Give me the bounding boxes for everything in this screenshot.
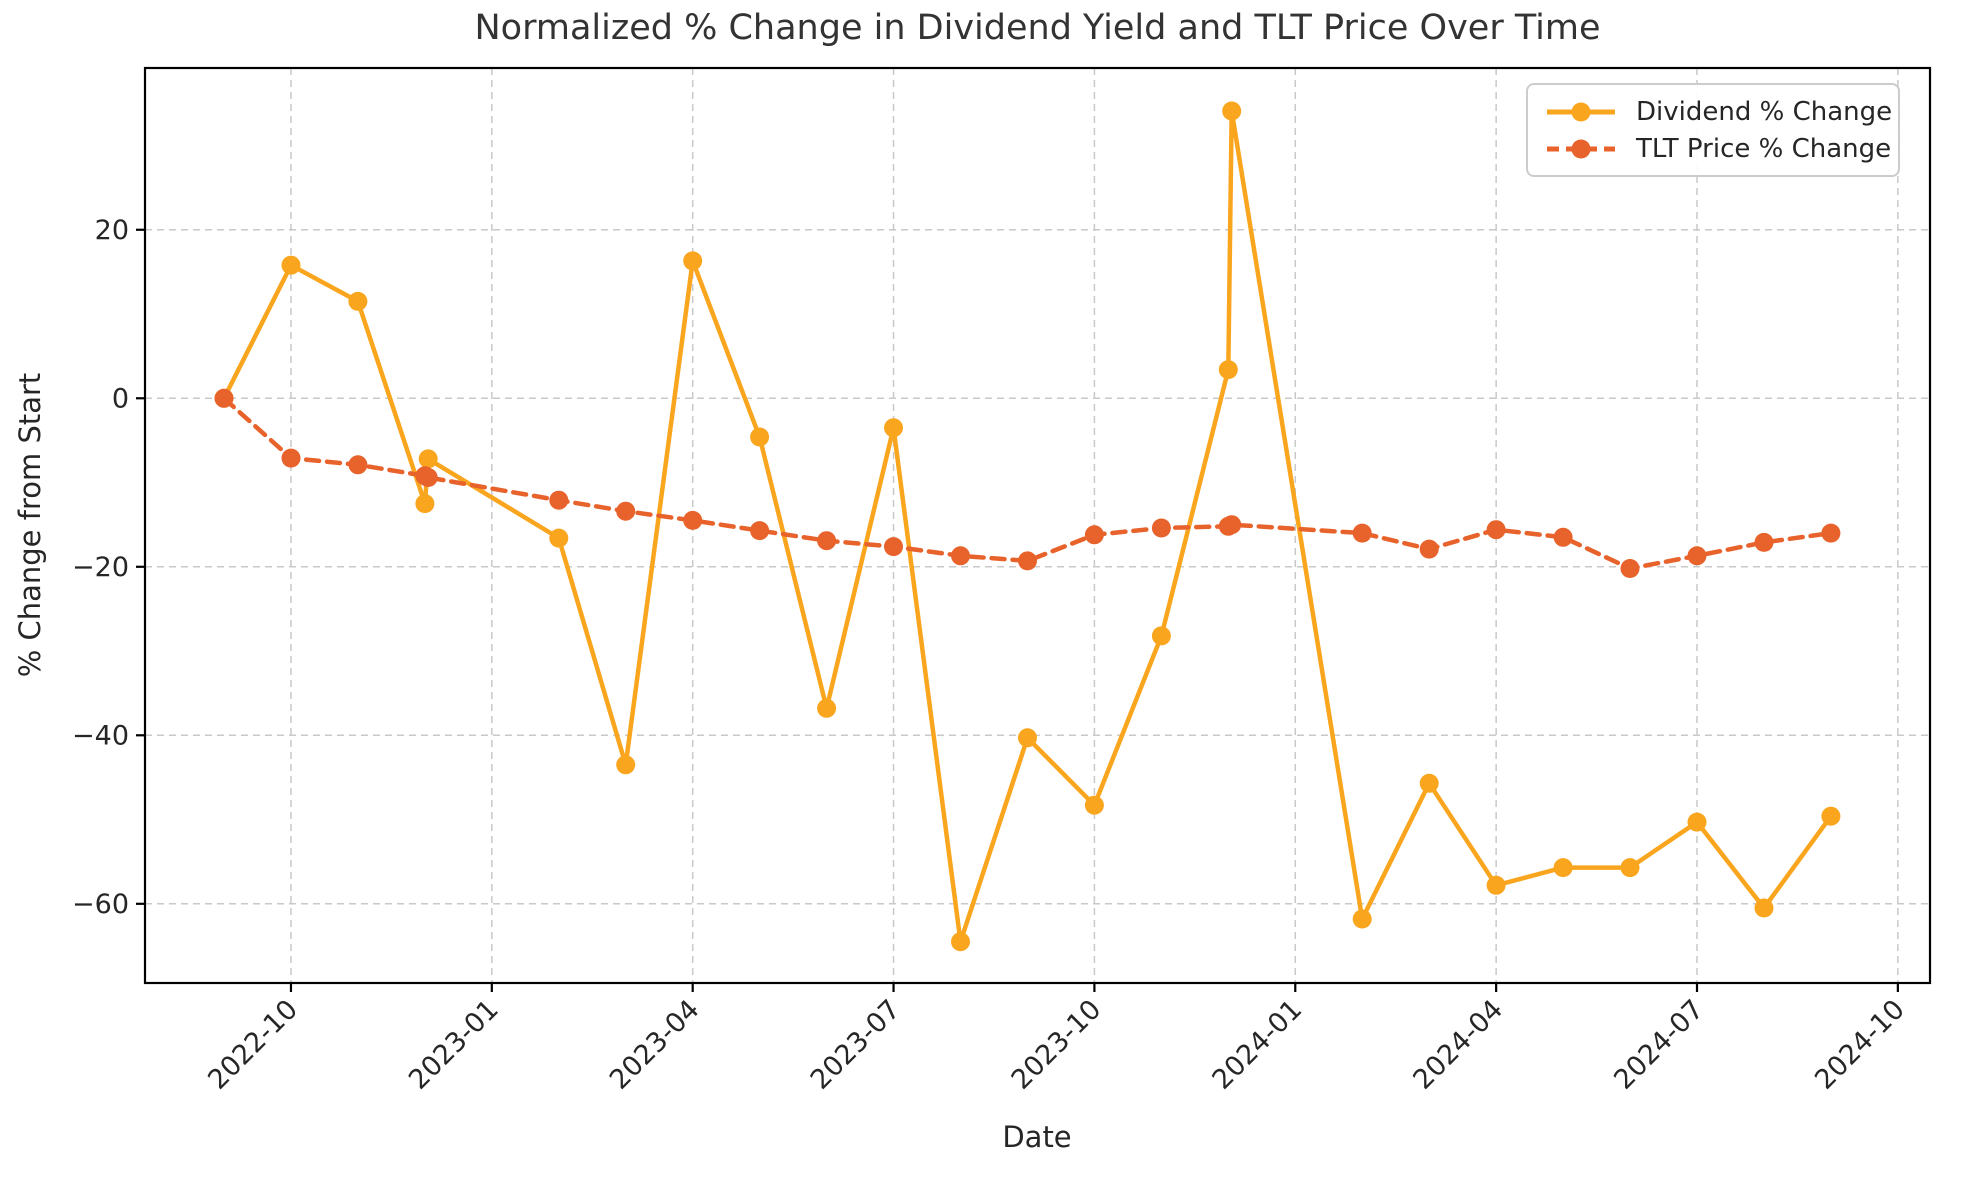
data-point-dividend-2024-05 xyxy=(1553,858,1573,878)
data-point-tlt-2023-07 xyxy=(884,537,903,557)
data-point-tlt-2024-02 xyxy=(1352,523,1372,543)
data-point-dividend-2023-10 xyxy=(1084,795,1104,815)
data-point-dividend-2024-07 xyxy=(1687,812,1707,832)
data-point-tlt-2023-11 xyxy=(1151,518,1171,538)
series-line-dividend xyxy=(221,108,1834,944)
data-point-tlt-2022-11 xyxy=(348,455,368,475)
data-point-tlt-2024-05 xyxy=(1553,527,1573,547)
data-point-dividend-2024-08 xyxy=(1754,898,1774,918)
data-point-dividend-2023-12 xyxy=(1222,101,1242,121)
data-point-dividend-2024-06 xyxy=(1620,858,1640,878)
x-axis-label: Date xyxy=(1002,1120,1072,1154)
data-point-dividend-2022-12 xyxy=(415,494,435,514)
data-point-tlt-2023-05 xyxy=(750,521,770,541)
x-tick-label: 2022-10 xyxy=(202,994,304,1096)
legend: Dividend % Change TLT Price % Change xyxy=(1526,83,1900,177)
data-point-dividend-2022-10 xyxy=(281,255,301,275)
y-axis-label: % Change from Start xyxy=(13,372,47,678)
data-point-dividend-2023-12 xyxy=(1218,360,1238,380)
y-tick-label: −20 xyxy=(72,552,129,583)
data-point-tlt-2023-06 xyxy=(817,531,837,551)
data-point-dividend-2023-05 xyxy=(750,427,770,447)
data-point-tlt-2023-09 xyxy=(1018,551,1037,571)
plot-border xyxy=(143,66,1932,985)
data-point-tlt-2024-08 xyxy=(1754,532,1774,552)
data-point-tlt-2024-09 xyxy=(1821,523,1841,543)
data-point-dividend-2024-02 xyxy=(1352,909,1372,929)
data-point-dividend-2023-08 xyxy=(951,932,970,952)
legend-item-tlt: TLT Price % Change xyxy=(1544,133,1892,164)
data-point-tlt-2024-07 xyxy=(1687,546,1707,566)
legend-label-tlt: TLT Price % Change xyxy=(1636,133,1892,164)
legend-label-dividend: Dividend % Change xyxy=(1636,96,1893,127)
x-tick-label: 2023-04 xyxy=(604,994,706,1096)
dividend-line-sample-icon xyxy=(1547,102,1615,121)
data-point-tlt-2023-12 xyxy=(1222,515,1242,535)
data-point-dividend-2024-09 xyxy=(1821,806,1841,826)
data-point-tlt-2023-02 xyxy=(549,490,569,510)
data-point-tlt-2023-04 xyxy=(683,510,703,530)
data-point-tlt-2024-06 xyxy=(1620,559,1640,578)
data-point-tlt-2022-10 xyxy=(281,448,301,468)
legend-item-dividend: Dividend % Change xyxy=(1544,97,1892,127)
data-point-dividend-2023-11 xyxy=(1151,626,1171,646)
data-point-dividend-2022-11 xyxy=(348,291,368,311)
data-point-tlt-2024-03 xyxy=(1419,539,1439,559)
data-point-tlt-2023-10 xyxy=(1084,525,1104,545)
data-point-dividend-2023-06 xyxy=(817,698,837,718)
y-tick-label: −60 xyxy=(72,889,129,920)
chart-title: Normalized % Change in Dividend Yield an… xyxy=(474,8,1601,48)
data-point-tlt-2022-09 xyxy=(214,388,234,408)
x-tick-label: 2023-10 xyxy=(1006,994,1108,1096)
data-point-tlt-2023-03 xyxy=(616,501,636,521)
x-tick-label: 2024-07 xyxy=(1608,994,1710,1096)
data-point-dividend-2023-04 xyxy=(683,251,703,271)
data-point-dividend-2024-04 xyxy=(1486,875,1506,895)
x-tick-label: 2024-01 xyxy=(1207,994,1309,1096)
data-point-dividend-2023-03 xyxy=(616,755,636,775)
y-tick-label: 0 xyxy=(112,383,129,414)
data-point-dividend-2024-03 xyxy=(1419,773,1439,793)
x-tick-label: 2023-01 xyxy=(403,994,505,1096)
x-tick-label: 2024-04 xyxy=(1407,994,1509,1096)
x-tick-label: 2023-07 xyxy=(805,994,907,1096)
x-tick-label: 2024-10 xyxy=(1809,994,1911,1096)
y-tick-label: 20 xyxy=(95,215,129,246)
data-point-tlt-2024-04 xyxy=(1486,520,1506,540)
y-tick-label: −40 xyxy=(72,720,129,751)
data-point-dividend-2023-07 xyxy=(884,418,903,438)
data-point-dividend-2022-12 xyxy=(418,449,438,469)
data-point-dividend-2023-02 xyxy=(549,528,569,548)
data-point-dividend-2023-09 xyxy=(1018,728,1037,748)
tlt-line-sample-icon xyxy=(1547,139,1615,158)
series-line-tlt xyxy=(221,396,1834,571)
data-point-tlt-2022-12 xyxy=(418,468,438,487)
data-point-tlt-2023-08 xyxy=(951,546,970,566)
